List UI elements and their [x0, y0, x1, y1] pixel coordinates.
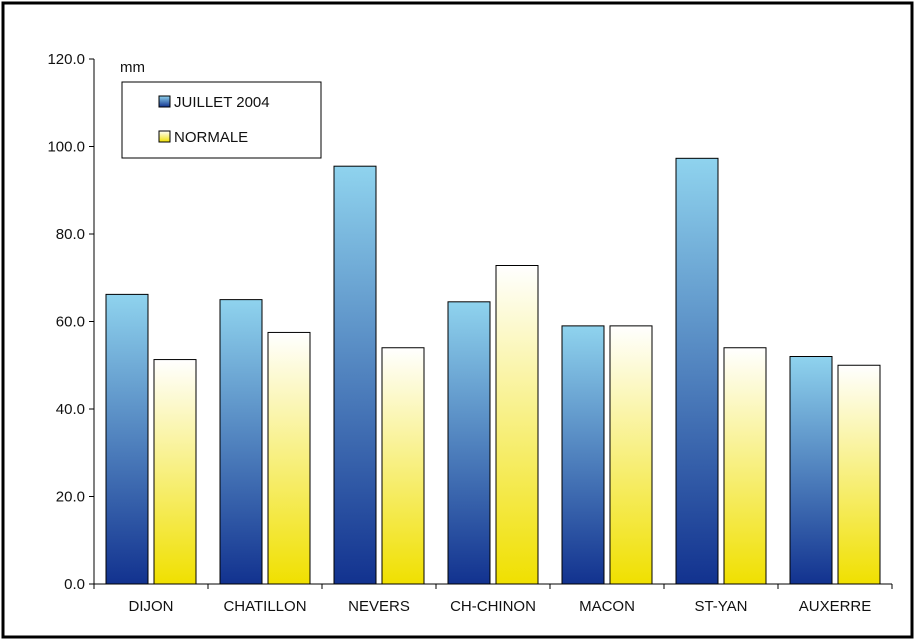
- y-axis: 0.0 20.0 40.0 60.0 80.0 100.0 120.0: [47, 51, 95, 593]
- x-tick-label: DIJON: [129, 598, 174, 615]
- bar-juillet-2004: [675, 157, 719, 585]
- bar-normale: [837, 364, 881, 585]
- bar-juillet-2004: [105, 293, 149, 585]
- bars: [105, 157, 881, 585]
- x-tick-label: MACON: [579, 598, 635, 615]
- unit-label: mm: [120, 59, 145, 76]
- bar-normale: [495, 265, 539, 585]
- y-tick-label: 100.0: [47, 139, 85, 156]
- bar-normale: [609, 325, 653, 585]
- bar-normale: [381, 347, 425, 585]
- bar-normale: [723, 347, 767, 585]
- y-tick-label: 40.0: [56, 401, 85, 418]
- y-tick-label: 20.0: [56, 489, 85, 506]
- legend-swatch-normale: [158, 130, 171, 143]
- x-tick-label: NEVERS: [348, 598, 410, 615]
- x-tick-label: ST-YAN: [694, 598, 747, 615]
- bar-juillet-2004: [333, 165, 377, 585]
- x-tick-label: CHATILLON: [223, 598, 306, 615]
- legend-box: [121, 81, 322, 159]
- bar-juillet-2004: [561, 325, 605, 585]
- legend-label-juillet-2004: JUILLET 2004: [174, 94, 270, 111]
- bar-juillet-2004: [219, 299, 263, 585]
- legend-label-normale: NORMALE: [174, 129, 248, 146]
- y-tick-label: 80.0: [56, 226, 85, 243]
- bar-normale: [267, 331, 311, 585]
- y-tick-label: 60.0: [56, 314, 85, 331]
- bar-juillet-2004: [789, 356, 833, 585]
- y-tick-label: 120.0: [47, 51, 85, 68]
- bar-normale: [153, 359, 197, 585]
- y-tick-label: 0.0: [64, 576, 85, 593]
- x-tick-label: CH-CHINON: [450, 598, 536, 615]
- legend-swatch-juillet-2004: [158, 95, 171, 108]
- bar-juillet-2004: [447, 301, 491, 585]
- x-tick-label: AUXERRE: [799, 598, 872, 615]
- legend: JUILLET 2004 NORMALE: [121, 81, 322, 159]
